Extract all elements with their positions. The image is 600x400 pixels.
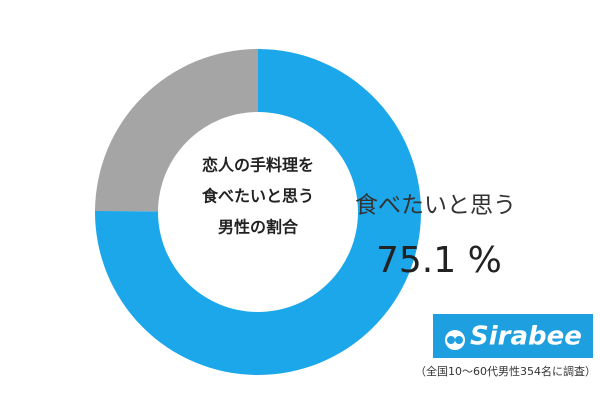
donut-segment	[94, 49, 422, 375]
logo-icon-dot	[447, 336, 455, 344]
logo-text: Sirabee	[470, 322, 582, 352]
center-title: 恋人の手料理を	[202, 156, 314, 175]
segment-label: 食べたいと思う	[355, 193, 516, 219]
center-title: 男性の割合	[218, 218, 299, 237]
center-title: 食べたいと思う	[201, 187, 314, 206]
logo-icon-dot	[455, 336, 463, 344]
donut-segment	[95, 48, 258, 212]
value-label: 75.1 %	[376, 240, 502, 281]
footnote: （全国10～60代男性354名に調査）	[415, 364, 596, 378]
